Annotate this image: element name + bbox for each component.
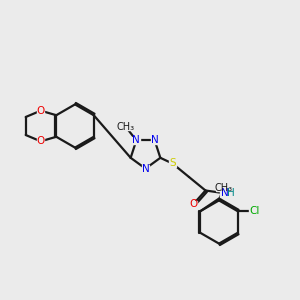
Text: O: O — [189, 199, 198, 209]
Text: N: N — [221, 188, 229, 199]
Text: O: O — [37, 136, 45, 146]
Bar — [118, 124, 134, 130]
Bar — [132, 137, 140, 144]
Bar — [37, 138, 44, 145]
Bar — [151, 137, 159, 144]
Bar — [220, 190, 233, 197]
Bar — [190, 201, 197, 207]
Text: N: N — [151, 135, 158, 146]
Text: Cl: Cl — [249, 206, 260, 216]
Text: S: S — [169, 158, 176, 169]
Bar — [248, 208, 260, 214]
Bar — [142, 165, 149, 172]
Text: N: N — [142, 164, 149, 174]
Text: CH₃: CH₃ — [214, 183, 232, 193]
Bar — [169, 160, 176, 167]
Text: N: N — [133, 135, 140, 146]
Text: H: H — [227, 188, 235, 199]
Bar — [37, 107, 44, 114]
Text: O: O — [37, 106, 45, 116]
Bar — [216, 184, 231, 191]
Text: CH₃: CH₃ — [117, 122, 135, 132]
